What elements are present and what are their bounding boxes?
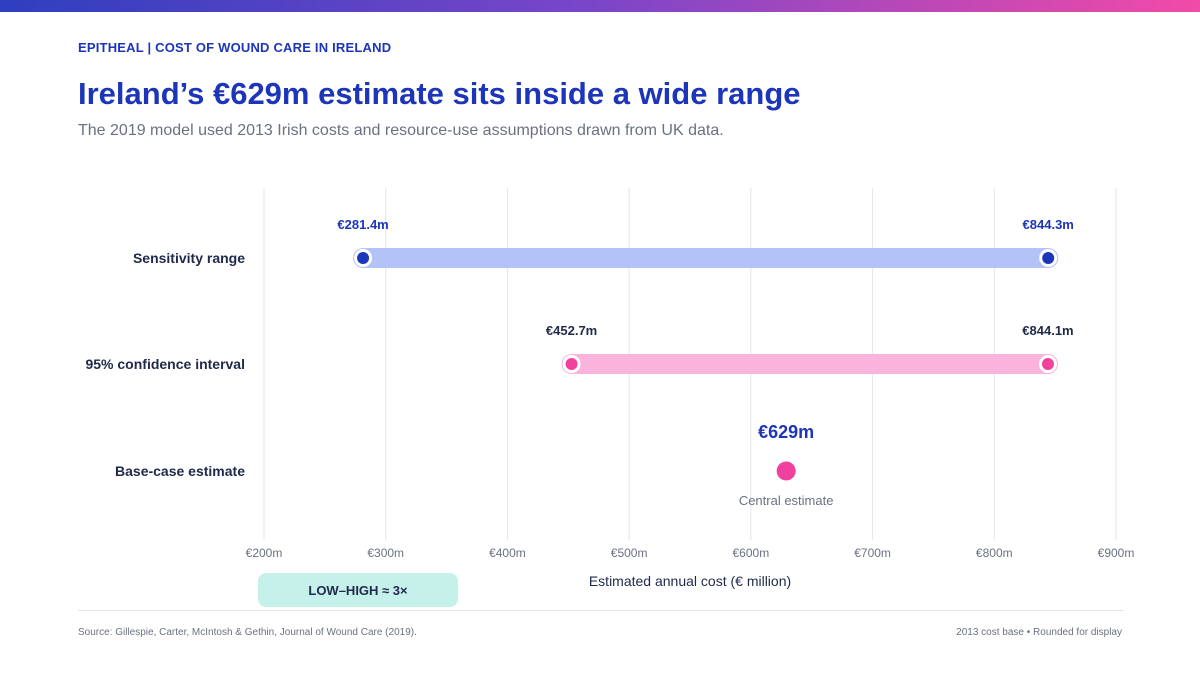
chart-row: 95% confidence interval €452.7m €844.1m: [85, 323, 1074, 374]
range-high-label: €844.3m: [1023, 217, 1074, 232]
row-label: Base-case estimate: [115, 463, 245, 479]
row-label: 95% confidence interval: [85, 356, 245, 372]
range-high-point: [1039, 249, 1058, 267]
range-high-point: [1038, 355, 1057, 373]
row-label: Sensitivity range: [133, 250, 245, 266]
range-low-label: €452.7m: [546, 323, 597, 338]
range-low-label: €281.4m: [337, 217, 388, 232]
x-tick-label: €400m: [489, 546, 526, 560]
x-axis-ticks: €200m €300m €400m €500m €600m €700m €800m €900m: [246, 546, 1135, 560]
range-low-point: [354, 249, 373, 267]
x-tick-label: €600m: [733, 546, 770, 560]
footer-divider: [78, 610, 1124, 611]
source-note: Source: Gillespie, Carter, McIntosh & Ge…: [78, 627, 417, 638]
range-low-point: [562, 355, 581, 373]
central-estimate-note: Central estimate: [739, 493, 834, 508]
x-axis-title: Estimated annual cost (€ million): [589, 573, 791, 589]
x-tick-label: €700m: [854, 546, 891, 560]
x-tick-label: €200m: [246, 546, 283, 560]
page-title: Ireland’s €629m estimate sits inside a w…: [78, 76, 801, 111]
x-tick-label: €300m: [367, 546, 404, 560]
range-high-label: €844.1m: [1022, 323, 1073, 338]
top-gradient-bar: [0, 0, 1200, 12]
chart-row: Sensitivity range €281.4m €844.3m: [133, 217, 1074, 268]
central-estimate-point: [776, 461, 796, 481]
footer-note: 2013 cost base • Rounded for display: [956, 627, 1122, 638]
page-subtitle: The 2019 model used 2013 Irish costs and…: [78, 122, 724, 139]
x-tick-label: €900m: [1098, 546, 1135, 560]
ratio-badge-text: LOW–HIGH ≈ 3×: [308, 582, 408, 598]
x-tick-label: €500m: [611, 546, 648, 560]
data-rows: Sensitivity range €281.4m €844.3m 95% confi…: [85, 217, 1073, 508]
ratio-badge: LOW–HIGH ≈ 3×: [258, 573, 458, 607]
x-tick-label: €800m: [976, 546, 1013, 560]
chart-row: Base-case estimate €629m Central estimate: [115, 422, 833, 508]
eyebrow-label: EPITHEAL | COST OF WOUND CARE IN IRELAND: [78, 40, 392, 55]
central-estimate-value-label: €629m: [758, 422, 814, 442]
